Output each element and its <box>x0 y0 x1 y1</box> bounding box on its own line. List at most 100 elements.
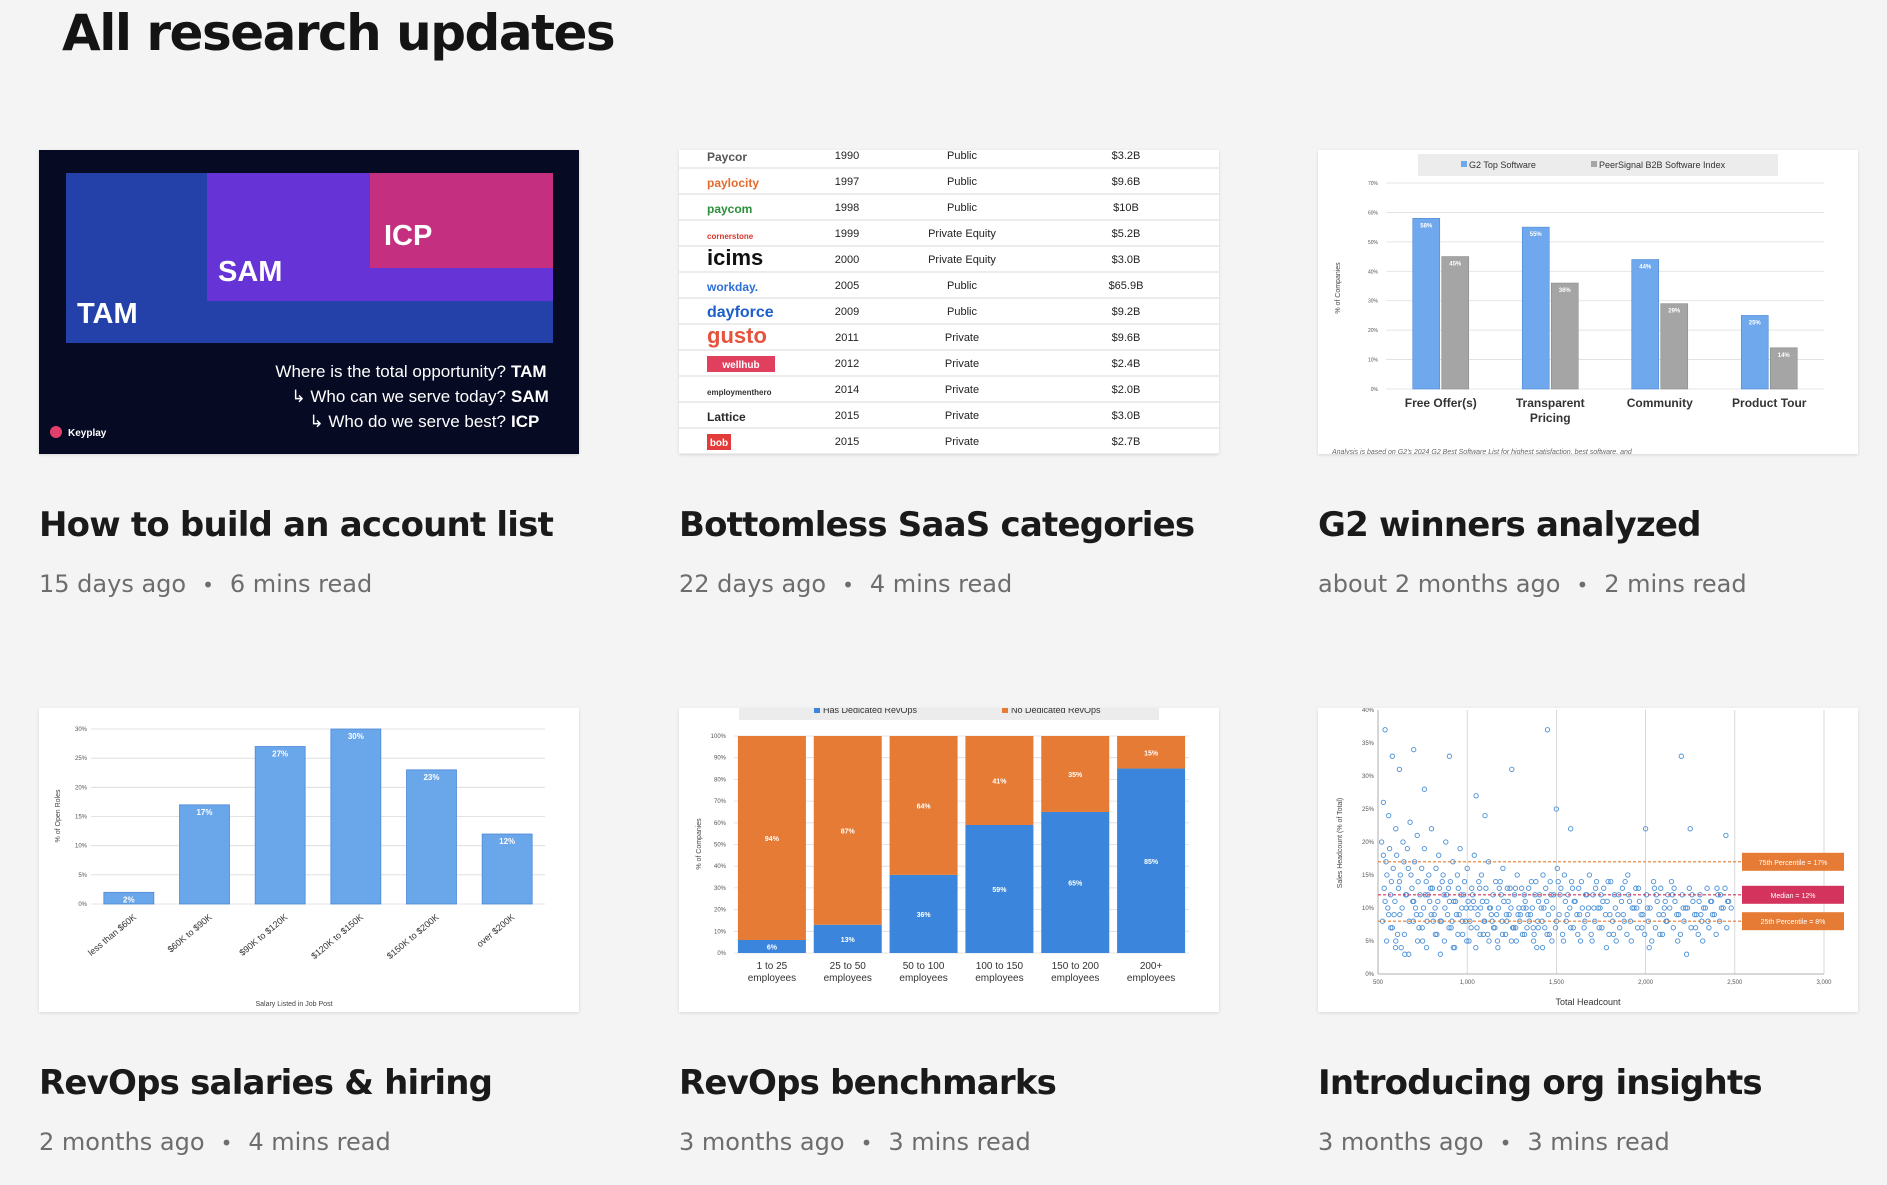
scatter-point <box>1474 925 1480 931</box>
scatter-point <box>1569 885 1576 891</box>
y-tick-label: 60% <box>714 821 727 827</box>
scatter-point <box>1647 905 1653 911</box>
x-tick-label: 2,000 <box>1638 980 1654 986</box>
scatter-point <box>1393 826 1399 832</box>
scatter-point <box>1451 898 1457 905</box>
scatter-point <box>1447 878 1453 885</box>
scatter-point <box>1702 905 1709 911</box>
scatter-point <box>1714 885 1720 891</box>
company-type: Private Equity <box>928 254 996 266</box>
bar-segment <box>737 736 806 940</box>
y-tick-label: 20% <box>1368 328 1379 334</box>
scatter-point <box>1446 925 1452 931</box>
scatter-point <box>1568 826 1574 832</box>
scatter-point <box>1690 898 1696 905</box>
scatter-point <box>1415 878 1421 885</box>
scatter-point <box>1625 872 1631 878</box>
company-name: icims <box>707 245 763 270</box>
legend-swatch <box>1591 161 1597 167</box>
scatter-point <box>1567 905 1573 911</box>
scatter-point <box>1508 905 1514 911</box>
salary-bar-chart: 0% 5% 10% 15% 20% 25% 30% % of Open Roles 2% less… <box>55 727 545 1008</box>
card-title[interactable]: G2 winners analyzed <box>1318 505 1701 545</box>
scatter-point <box>1621 918 1627 924</box>
answer-1: TAM <box>511 362 547 381</box>
scatter-point <box>1506 911 1512 918</box>
scatter-point <box>1536 892 1543 898</box>
bar-segment <box>1041 736 1110 812</box>
company-name: cornerstone <box>707 232 754 241</box>
company-name: Paycor <box>707 150 747 164</box>
scatter-point <box>1391 911 1397 918</box>
scatter-point <box>1708 898 1714 905</box>
company-value: $2.0B <box>1112 384 1141 396</box>
scatter-point <box>1445 885 1452 891</box>
founded-year: 1999 <box>835 228 859 240</box>
scatter-point <box>1530 938 1537 944</box>
scatter-point <box>1411 746 1417 753</box>
scatter-point <box>1613 938 1619 944</box>
card-thumbnail[interactable]: 0% 5% 10% 15% 20% 25% 30% 35% 40% 500 1,000 1,500 2,… <box>1318 708 1858 1012</box>
scatter-point <box>1476 878 1482 885</box>
y-tick-label: 30% <box>1362 774 1375 780</box>
scatter-point <box>1640 911 1646 918</box>
scatter-point <box>1662 898 1668 905</box>
question-1: Where is the total opportunity? <box>275 362 506 381</box>
y-tick-label: 30% <box>75 727 88 733</box>
scatter-point <box>1626 898 1633 905</box>
scatter-point <box>1686 885 1692 891</box>
scatter-point <box>1388 878 1395 885</box>
scatter-point <box>1404 845 1411 852</box>
scatter-point <box>1660 911 1667 918</box>
y-tick-label: 5% <box>1365 939 1374 945</box>
company-type: Public <box>947 280 977 292</box>
scatter-point <box>1455 931 1461 938</box>
table-row: gusto 2011 Private $9.6B <box>679 323 1219 351</box>
card-thumbnail[interactable]: 0% 5% 10% 15% 20% 25% 30% % of Open Roles 2% less… <box>39 708 579 1012</box>
scatter-point <box>1724 925 1730 931</box>
scatter-point <box>1420 905 1427 911</box>
card-thumbnail[interactable]: Paycor 1990 Public $3.2B paylocity 1997 Public… <box>679 150 1219 454</box>
scatter-point <box>1533 878 1539 885</box>
y-tick-label: 20% <box>75 785 88 791</box>
scatter-point <box>1395 885 1402 891</box>
scatter-point <box>1654 898 1660 905</box>
y-axis-label: Sales Headcount (% of Total) <box>1337 798 1344 889</box>
separator-dot-icon: • <box>202 573 214 597</box>
y-tick-label: 50% <box>1368 240 1379 246</box>
y-tick-label: 40% <box>1362 708 1375 714</box>
table-row: workday. 2005 Public $65.9B <box>679 280 1219 299</box>
x-axis-label: Salary Listed in Job Post <box>255 1001 332 1008</box>
scatter-point <box>1725 898 1732 905</box>
card-title[interactable]: RevOps benchmarks <box>679 1063 1057 1103</box>
reference-label-box <box>1742 885 1844 904</box>
company-table-graphic: Paycor 1990 Public $3.2B paylocity 1997 Public… <box>679 150 1219 454</box>
scatter-point <box>1513 925 1519 931</box>
scatter-point <box>1588 931 1594 938</box>
question-2: ↳ Who can we serve today? <box>291 387 506 406</box>
bar-segment <box>965 824 1034 953</box>
scatter-point <box>1695 931 1701 938</box>
scatter-point <box>1418 911 1424 918</box>
card-thumbnail[interactable]: TAM SAM ICP Where is the total opportuni… <box>39 150 579 454</box>
scatter-point <box>1509 766 1515 773</box>
scatter-point <box>1417 892 1423 898</box>
scatter-point <box>1503 911 1510 918</box>
card-thumbnail[interactable]: G2 Top Software PeerSignal B2B Software I… <box>1318 150 1858 454</box>
bar-value-label: 13% <box>841 937 856 944</box>
card-age: 3 months ago <box>679 1128 845 1156</box>
bar-value-label: 36% <box>1559 288 1572 294</box>
table-row: Paycor 1990 Public $3.2B <box>679 150 1219 169</box>
card-title[interactable]: Introducing org insights <box>1318 1063 1763 1103</box>
scatter-point <box>1419 925 1425 931</box>
card-title[interactable]: RevOps salaries & hiring <box>39 1063 493 1103</box>
card-thumbnail[interactable]: Has Dedicated RevOps No Dedicated RevOps 0… <box>679 708 1219 1012</box>
scatter-point <box>1591 905 1597 911</box>
sam-label: SAM <box>218 256 282 288</box>
card-title[interactable]: How to build an account list <box>39 505 554 545</box>
card-title[interactable]: Bottomless SaaS categories <box>679 505 1195 545</box>
bar-segment <box>1117 736 1186 769</box>
scatter-point <box>1410 898 1416 905</box>
scatter-point <box>1698 911 1704 918</box>
scatter-point <box>1549 938 1555 944</box>
